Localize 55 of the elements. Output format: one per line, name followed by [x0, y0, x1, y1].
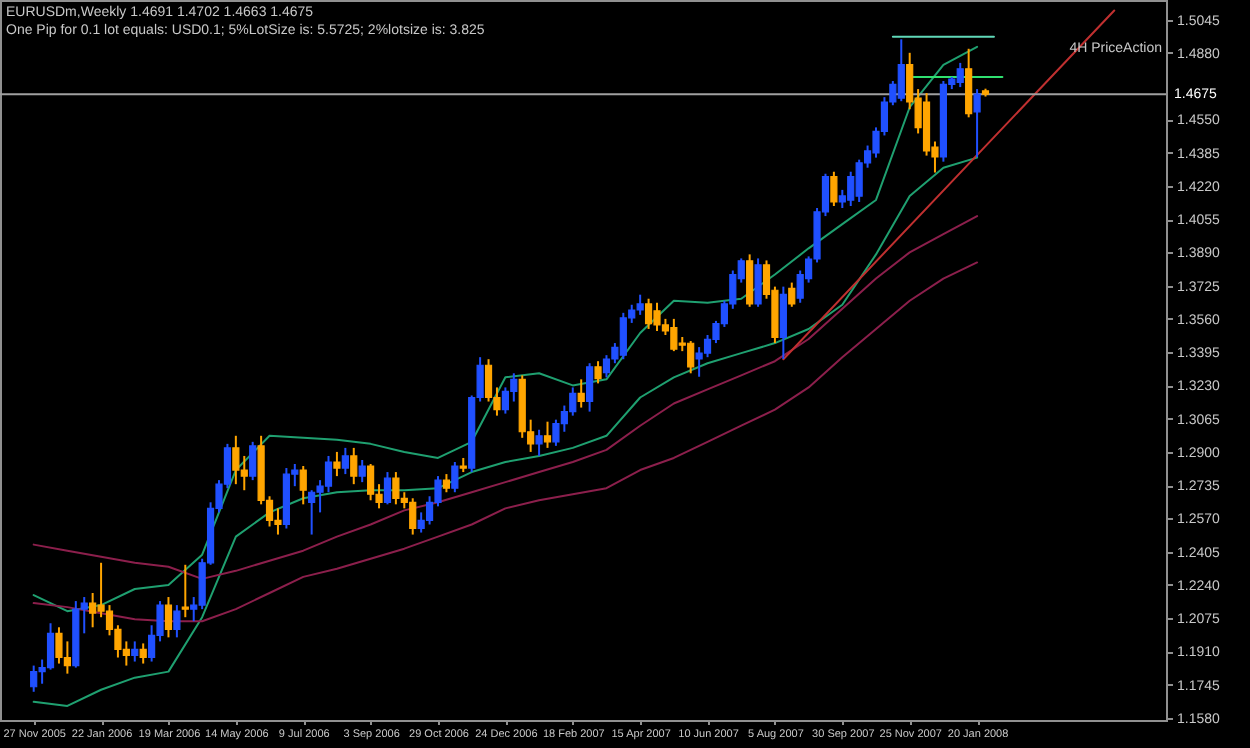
candlestick	[687, 340, 695, 375]
candlestick	[897, 38, 905, 103]
candlestick	[602, 354, 611, 379]
line-series	[32, 156, 979, 707]
candlestick	[333, 450, 341, 478]
candlestick	[535, 428, 543, 457]
candlestick	[324, 454, 333, 494]
candlestick	[788, 281, 796, 308]
candlestick	[249, 440, 257, 482]
line-series	[32, 45, 979, 613]
candlestick	[30, 664, 38, 693]
candlestick	[636, 293, 644, 316]
candlestick	[442, 473, 451, 494]
candlestick	[746, 253, 754, 308]
candlestick	[181, 563, 189, 619]
candlestick	[830, 170, 838, 207]
candlestick	[973, 88, 981, 159]
candlestick	[383, 471, 392, 506]
candlestick	[754, 257, 762, 308]
candlestick	[695, 346, 703, 378]
candlestick	[299, 465, 307, 506]
candlestick	[63, 640, 71, 675]
candlestick	[670, 317, 678, 353]
candlestick	[847, 170, 855, 207]
candlestick	[653, 301, 661, 332]
candlestick	[367, 463, 375, 502]
candlestick	[392, 471, 400, 506]
candlestick	[577, 378, 585, 409]
candlestick	[569, 386, 577, 417]
candlestick	[46, 622, 55, 671]
candlestick	[341, 446, 349, 476]
candlestick	[358, 458, 366, 484]
candlestick	[240, 454, 248, 492]
candlestick	[232, 434, 240, 486]
candlestick	[644, 297, 653, 330]
candlestick	[308, 489, 316, 536]
candlestick	[619, 311, 627, 361]
candlestick	[89, 592, 97, 629]
candlestick	[586, 362, 594, 413]
candlestick	[164, 596, 173, 639]
candlestick	[139, 642, 147, 665]
candlestick	[543, 420, 552, 449]
candlestick	[173, 604, 181, 639]
candlestick	[965, 47, 973, 119]
candlestick	[501, 386, 509, 415]
candlestick	[131, 640, 139, 663]
candlestick	[451, 460, 459, 494]
candlestick	[855, 158, 863, 203]
candlestick	[510, 372, 518, 403]
candlestick	[779, 285, 787, 360]
candlestick	[350, 446, 358, 486]
candlestick	[409, 497, 417, 536]
candlestick	[594, 360, 602, 385]
candlestick	[484, 358, 493, 403]
candlestick	[956, 61, 964, 89]
